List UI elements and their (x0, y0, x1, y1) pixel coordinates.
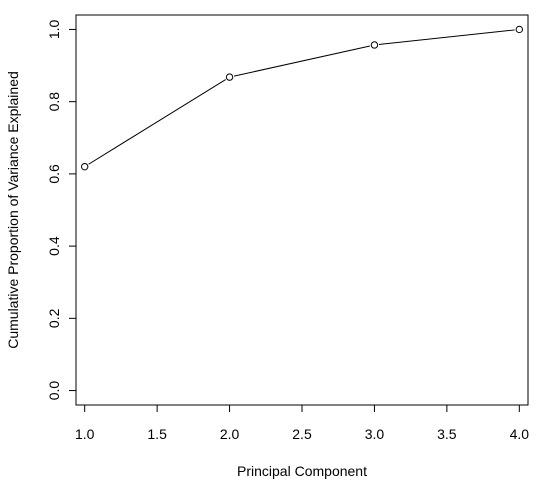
y-tick-label: 0.6 (46, 164, 62, 184)
y-tick-label: 0.0 (46, 381, 62, 401)
y-axis-title: Cumulative Proportion of Variance Explai… (5, 71, 21, 349)
data-point (225, 73, 234, 81)
x-tick-label: 1.5 (147, 426, 167, 442)
data-point (370, 41, 379, 49)
x-axis: 1.0 1.5 2.0 2.5 3.0 3.5 4.0 (75, 404, 530, 442)
x-tick-label: 1.0 (75, 426, 95, 442)
x-tick-label: 4.0 (510, 426, 530, 442)
y-tick-label: 0.8 (46, 92, 62, 112)
x-tick-label: 3.5 (437, 426, 457, 442)
plot-frame (75, 14, 529, 406)
y-tick-label: 0.4 (46, 236, 62, 256)
y-axis: 0.0 0.2 0.4 0.6 0.8 1.0 (46, 20, 77, 401)
x-axis-title: Principal Component (237, 463, 367, 479)
data-point (80, 162, 89, 171)
x-tick-label: 2.5 (292, 426, 312, 442)
series-line-segment (233, 45, 371, 77)
x-tick-label: 3.0 (365, 426, 385, 442)
y-tick-label: 1.0 (46, 20, 62, 40)
series-line-segment (378, 29, 515, 45)
x-tick-label: 2.0 (220, 426, 240, 442)
y-tick-label: 0.2 (46, 308, 62, 328)
series-line-segment (88, 79, 226, 165)
series-layer (80, 25, 524, 171)
data-point (515, 25, 524, 34)
